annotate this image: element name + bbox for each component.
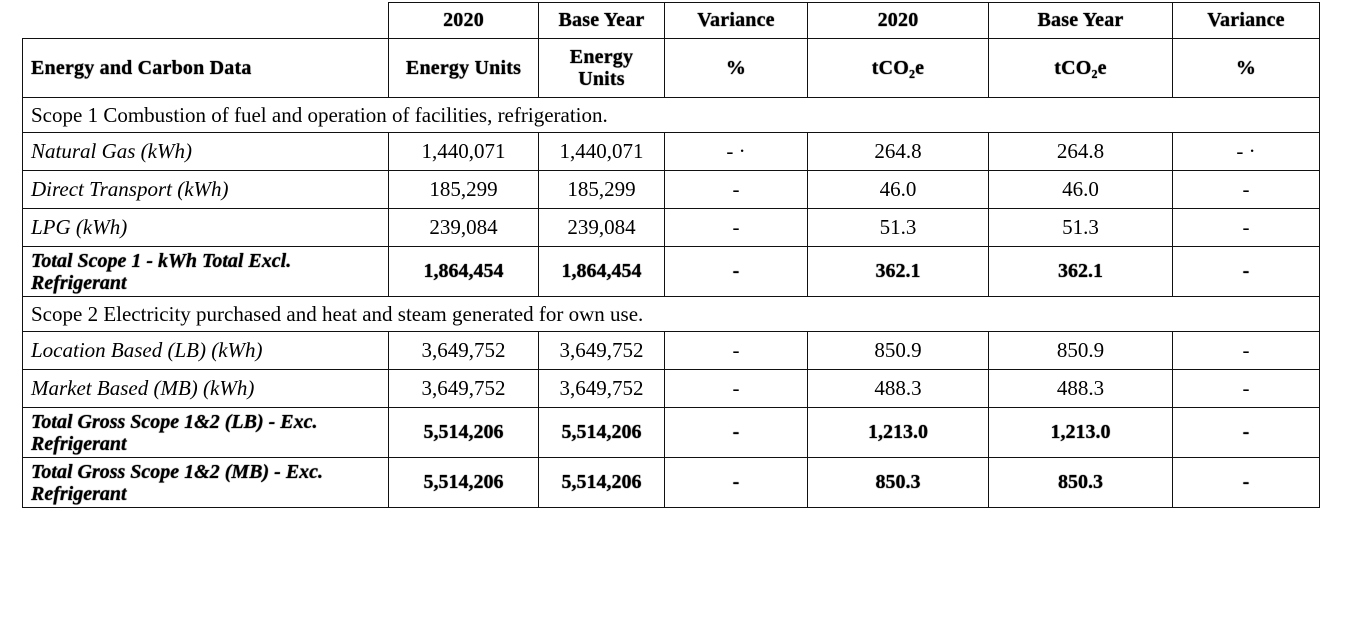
- value-cell: 46.0: [988, 170, 1173, 209]
- value-cell: - ·: [664, 132, 808, 171]
- value-cell: -: [1172, 170, 1320, 209]
- value-cell: 850.3: [988, 457, 1173, 508]
- value-cell: 1,864,454: [388, 246, 539, 297]
- value-cell: 5,514,206: [388, 457, 539, 508]
- row-label: Direct Transport (kWh): [22, 170, 389, 209]
- section-row: Scope 1 Combustion of fuel and operation…: [22, 97, 1320, 133]
- total-row: Total Scope 1 - kWh Total Excl. Refriger…: [22, 246, 1320, 297]
- value-cell: -: [664, 369, 808, 408]
- value-cell: -: [1172, 407, 1320, 458]
- value-cell: 488.3: [988, 369, 1173, 408]
- value-cell: -: [664, 407, 808, 458]
- header-base-year-carbon: Base Year: [988, 2, 1173, 39]
- value-cell: -: [664, 246, 808, 297]
- table-row: Market Based (MB) (kWh) 3,649,752 3,649,75…: [22, 369, 1320, 408]
- value-cell: 362.1: [807, 246, 989, 297]
- table-row: Natural Gas (kWh) 1,440,071 1,440,071- · 26…: [22, 132, 1320, 171]
- table-row: Direct Transport (kWh) 185,299 185,299-46.…: [22, 170, 1320, 209]
- value-cell: -: [1172, 331, 1320, 370]
- value-cell: -: [1172, 457, 1320, 508]
- row-label: Market Based (MB) (kWh): [22, 369, 389, 408]
- value-cell: 5,514,206: [538, 407, 665, 458]
- unit-energy-2020: Energy Units: [388, 38, 539, 98]
- section-heading: Scope 1 Combustion of fuel and operation…: [22, 97, 1320, 133]
- header-variance-carbon: Variance: [1172, 2, 1320, 39]
- header-year-2020-energy: 2020: [388, 2, 539, 39]
- value-cell: 51.3: [988, 208, 1173, 247]
- value-cell: -: [664, 457, 808, 508]
- unit-energy-variance: %: [664, 38, 808, 98]
- value-cell: 5,514,206: [388, 407, 539, 458]
- value-cell: 3,649,752: [388, 369, 539, 408]
- table-row: Location Based (LB) (kWh) 3,649,752 3,649,…: [22, 331, 1320, 370]
- value-cell: -: [664, 208, 808, 247]
- total-row-label: Total Gross Scope 1&2 (MB) - Exc. Refrig…: [22, 457, 389, 508]
- value-cell: 46.0: [807, 170, 989, 209]
- blank-corner-cell: [22, 2, 389, 39]
- total-row-label: Total Gross Scope 1&2 (LB) - Exc. Refrig…: [22, 407, 389, 458]
- value-cell: 264.8: [988, 132, 1173, 171]
- value-cell: 3,649,752: [538, 369, 665, 408]
- row-label: Location Based (LB) (kWh): [22, 331, 389, 370]
- value-cell: 3,649,752: [538, 331, 665, 370]
- value-cell: - ·: [1172, 132, 1320, 171]
- section-row: Scope 2 Electricity purchased and heat a…: [22, 296, 1320, 332]
- row-label: Natural Gas (kWh): [22, 132, 389, 171]
- row-label: LPG (kWh): [22, 208, 389, 247]
- value-cell: 51.3: [807, 208, 989, 247]
- total-row: Total Gross Scope 1&2 (MB) - Exc. Refrig…: [22, 457, 1320, 508]
- value-cell: 239,084: [538, 208, 665, 247]
- value-cell: -: [664, 331, 808, 370]
- value-cell: 3,649,752: [388, 331, 539, 370]
- value-cell: 1,864,454: [538, 246, 665, 297]
- value-cell: 362.1: [988, 246, 1173, 297]
- value-cell: 1,213.0: [988, 407, 1173, 458]
- value-cell: 239,084: [388, 208, 539, 247]
- value-cell: 1,440,071: [538, 132, 665, 171]
- total-row: Total Gross Scope 1&2 (LB) - Exc. Refrig…: [22, 407, 1320, 458]
- header-year-2020-carbon: 2020: [807, 2, 989, 39]
- energy-carbon-table: 2020 Base Year Variance 2020 Base Year V…: [22, 2, 1320, 508]
- unit-carbon-base: tCO₂e: [988, 38, 1173, 98]
- unit-carbon-2020: tCO₂e: [807, 38, 989, 98]
- value-cell: 488.3: [807, 369, 989, 408]
- value-cell: 850.9: [807, 331, 989, 370]
- table-title: Energy and Carbon Data: [22, 38, 389, 98]
- value-cell: -: [1172, 208, 1320, 247]
- year-header-row: 2020 Base Year Variance 2020 Base Year V…: [22, 2, 1320, 39]
- value-cell: -: [1172, 369, 1320, 408]
- value-cell: 850.9: [988, 331, 1173, 370]
- unit-header-row: Energy and Carbon Data Energy Units Ener…: [22, 38, 1320, 98]
- value-cell: 185,299: [388, 170, 539, 209]
- header-base-year-energy: Base Year: [538, 2, 665, 39]
- value-cell: -: [664, 170, 808, 209]
- value-cell: 850.3: [807, 457, 989, 508]
- unit-carbon-variance: %: [1172, 38, 1320, 98]
- value-cell: 264.8: [807, 132, 989, 171]
- value-cell: 1,213.0: [807, 407, 989, 458]
- total-row-label: Total Scope 1 - kWh Total Excl. Refriger…: [22, 246, 389, 297]
- value-cell: 185,299: [538, 170, 665, 209]
- value-cell: 1,440,071: [388, 132, 539, 171]
- value-cell: 5,514,206: [538, 457, 665, 508]
- section-heading: Scope 2 Electricity purchased and heat a…: [22, 296, 1320, 332]
- unit-energy-base: Energy Units: [538, 38, 665, 98]
- value-cell: -: [1172, 246, 1320, 297]
- table-row: LPG (kWh) 239,084 239,084-51.3 51.3-: [22, 208, 1320, 247]
- header-variance-energy: Variance: [664, 2, 808, 39]
